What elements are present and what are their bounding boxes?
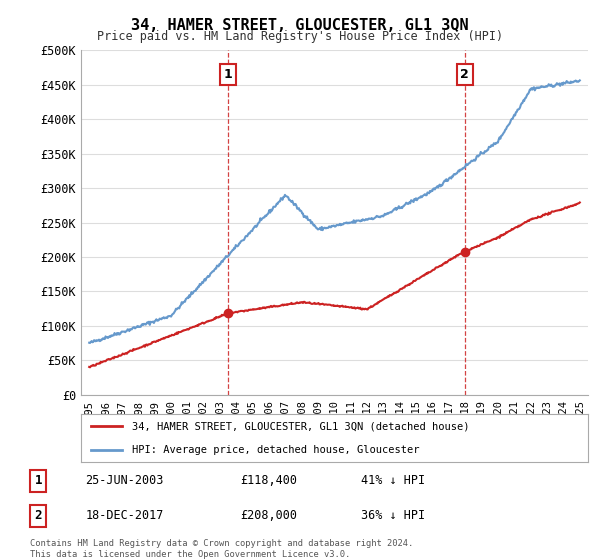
Text: £118,400: £118,400 — [240, 474, 297, 487]
Text: 25-JUN-2003: 25-JUN-2003 — [85, 474, 164, 487]
Text: 41% ↓ HPI: 41% ↓ HPI — [361, 474, 425, 487]
Text: 1: 1 — [223, 68, 232, 81]
Text: 34, HAMER STREET, GLOUCESTER, GL1 3QN (detached house): 34, HAMER STREET, GLOUCESTER, GL1 3QN (d… — [132, 421, 469, 431]
Text: Contains HM Land Registry data © Crown copyright and database right 2024.
This d: Contains HM Land Registry data © Crown c… — [30, 539, 413, 559]
Text: 36% ↓ HPI: 36% ↓ HPI — [361, 510, 425, 522]
Text: 18-DEC-2017: 18-DEC-2017 — [85, 510, 164, 522]
Text: 2: 2 — [460, 68, 469, 81]
Text: £208,000: £208,000 — [240, 510, 297, 522]
Text: 2: 2 — [35, 510, 42, 522]
Text: 1: 1 — [35, 474, 42, 487]
Text: HPI: Average price, detached house, Gloucester: HPI: Average price, detached house, Glou… — [132, 445, 419, 455]
Text: Price paid vs. HM Land Registry's House Price Index (HPI): Price paid vs. HM Land Registry's House … — [97, 30, 503, 43]
Text: 34, HAMER STREET, GLOUCESTER, GL1 3QN: 34, HAMER STREET, GLOUCESTER, GL1 3QN — [131, 18, 469, 33]
